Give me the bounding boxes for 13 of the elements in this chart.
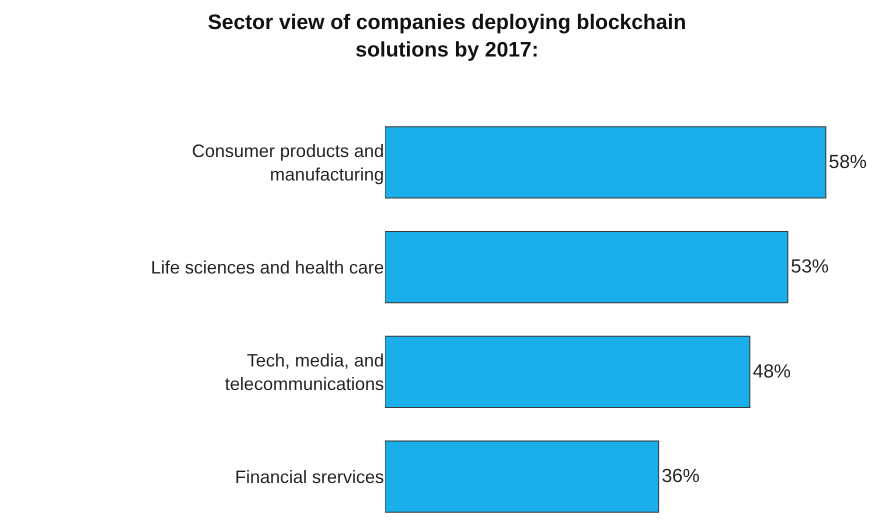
bar [385, 336, 750, 408]
data-label: 58% [828, 152, 867, 173]
data-label: 53% [790, 256, 829, 278]
bar [385, 231, 788, 304]
chart-title: Sector view of companies deploying blockchain solutions by 2017: [208, 11, 686, 62]
data-label: 36% [662, 466, 700, 488]
y-tick-label: Tech, media, and telecommunications [224, 350, 384, 394]
y-tick-label: Financial srervices [234, 466, 384, 487]
bar [385, 440, 660, 513]
data-label: 48% [752, 361, 791, 382]
bar [385, 126, 826, 198]
y-tick-label: Consumer products and manufacturing [192, 140, 384, 184]
y-tick-label: Life sciences and health care [150, 257, 384, 278]
